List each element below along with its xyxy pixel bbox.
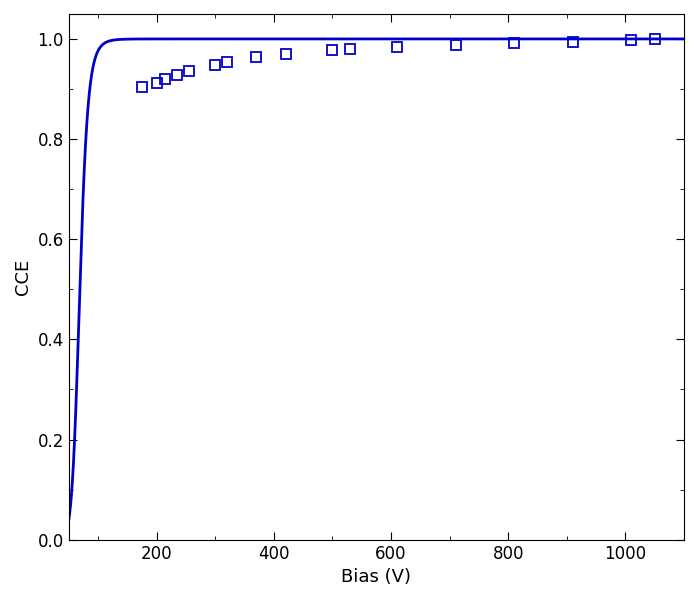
X-axis label: Bias (V): Bias (V)	[341, 568, 411, 586]
Y-axis label: CCE: CCE	[14, 259, 32, 295]
